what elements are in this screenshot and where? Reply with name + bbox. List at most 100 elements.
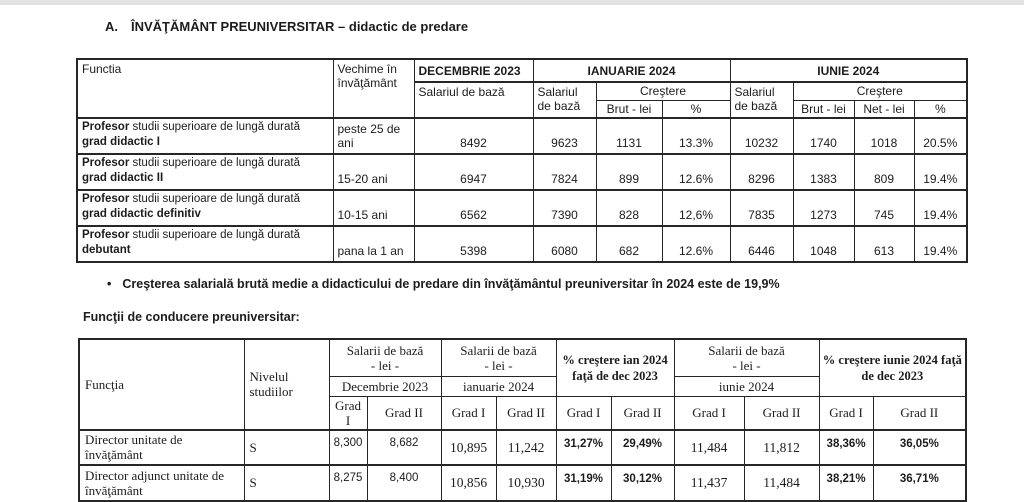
table-row: Profesor studii superioare de lungă dura… bbox=[76, 225, 968, 263]
t1-header-procent-ian: % bbox=[661, 99, 731, 119]
cell-dec-grad1: 8,300 bbox=[328, 428, 368, 465]
cell-vechime: pana la 1 an bbox=[332, 225, 415, 263]
t2-header-grad1-pct-ian: Grad I bbox=[555, 395, 612, 430]
cell-ian-procent: 13.3% bbox=[661, 117, 731, 155]
title-text: ÎNVĂŢĂMÂNT PREUNIVERSITAR – didactic de … bbox=[131, 19, 469, 34]
table-row: Profesor studii superioare de lungă dura… bbox=[76, 153, 968, 191]
cell-pct-ian-grad1: 31,19% bbox=[555, 463, 612, 501]
t2-header-grad2-iun: Grad II bbox=[743, 395, 820, 430]
t2-header-grad1-dec: Grad I bbox=[328, 395, 368, 430]
cell-ian-grad1: 10,895 bbox=[440, 428, 497, 465]
cell-ian-procent: 12,6% bbox=[661, 189, 731, 227]
table-didactic-de-predare: Functia Vechime în învăţământ DECEMBRIE … bbox=[76, 58, 969, 263]
table-row: Profesor studii superioare de lungă dura… bbox=[76, 117, 968, 155]
t2-header-salarii-ian: Salarii de bază - lei - bbox=[440, 338, 557, 377]
cell-functia: Director adjunct unitate de învăţământ bbox=[78, 463, 245, 501]
cell-iun-grad2: 11,812 bbox=[743, 428, 820, 465]
cell-pct-ian-grad1: 31,27% bbox=[555, 428, 612, 465]
cell-pct-iun-grad2: 36,05% bbox=[872, 428, 967, 465]
cell-iun-salariu: 6446 bbox=[729, 225, 794, 263]
cell-functia: Profesor studii superioare de lungă dura… bbox=[76, 225, 334, 263]
t2-header-salarii-dec: Salarii de bază - lei - bbox=[328, 338, 442, 377]
cell-dec-grad2: 8,682 bbox=[366, 428, 442, 465]
cell-iun-grad2: 11,484 bbox=[743, 463, 820, 501]
t2-header-grad1-iun: Grad I bbox=[673, 395, 745, 430]
bullet-text: Creşterea salarială brută medie a didact… bbox=[122, 277, 780, 291]
cell-dec-salariu: 6947 bbox=[413, 153, 534, 191]
bullet-note: • Creşterea salarială brută medie a didac… bbox=[107, 277, 780, 291]
t2-header-ianuarie: ianuarie 2024 bbox=[440, 375, 557, 397]
cell-iun-salariu: 10232 bbox=[729, 117, 794, 155]
cell-ian-salariu: 7390 bbox=[532, 189, 597, 227]
cell-pct-ian-grad2: 29,49% bbox=[610, 428, 675, 465]
title-list-marker: A. bbox=[105, 19, 118, 34]
cell-iun-net: 809 bbox=[853, 153, 915, 191]
t2-header-grad2-dec: Grad II bbox=[366, 395, 442, 430]
cell-ian-brut: 682 bbox=[595, 225, 663, 263]
table-functii-de-conducere: Funcţia Nivelul studiilor Salarii de baz… bbox=[78, 338, 968, 502]
t2-header-functia: Funcţia bbox=[78, 338, 245, 430]
t1-header-crestere-iun: Creştere bbox=[792, 81, 968, 101]
t1-header-vechime: Vechime în învăţământ bbox=[332, 58, 415, 119]
cell-iun-brut: 1740 bbox=[792, 117, 855, 155]
t1-header-net-lei-iun: Net - lei bbox=[853, 99, 915, 119]
cell-vechime: 10-15 ani bbox=[332, 189, 415, 227]
t2-header-grad2-ian: Grad II bbox=[495, 395, 557, 430]
cell-iun-brut: 1273 bbox=[792, 189, 855, 227]
cell-iun-net: 1018 bbox=[853, 117, 915, 155]
cell-ian-procent: 12.6% bbox=[661, 225, 731, 263]
cell-ian-grad2: 10,930 bbox=[495, 463, 557, 501]
cell-dec-grad1: 8,275 bbox=[328, 463, 368, 501]
t2-header-nivelul: Nivelul studiilor bbox=[243, 338, 330, 430]
cell-dec-salariu: 8492 bbox=[413, 117, 534, 155]
cell-ian-brut: 828 bbox=[595, 189, 663, 227]
cell-iun-procent: 19.4% bbox=[913, 189, 968, 227]
cell-ian-grad2: 11,242 bbox=[495, 428, 557, 465]
cell-pct-iun-grad2: 36,71% bbox=[872, 463, 967, 501]
cell-ian-procent: 12.6% bbox=[661, 153, 731, 191]
t2-header-grad2-pct-ian: Grad II bbox=[610, 395, 675, 430]
t2-header-iunie: iunie 2024 bbox=[673, 375, 820, 397]
t1-header-salariul-iun: Salariul de bază bbox=[729, 81, 794, 119]
t2-header-grad2-pct-iun: Grad II bbox=[872, 395, 967, 430]
t1-header-decembrie-2023: DECEMBRIE 2023 bbox=[413, 58, 534, 83]
t1-header-salariul-dec: Salariul de bază bbox=[413, 81, 534, 119]
cell-iun-grad1: 11,484 bbox=[673, 428, 745, 465]
t2-header-pct-ian: % creştere ian 2024 faţă de dec 2023 bbox=[555, 338, 675, 397]
cell-iun-net: 613 bbox=[853, 225, 915, 263]
bullet-icon: • bbox=[107, 277, 112, 291]
cell-ian-brut: 899 bbox=[595, 153, 663, 191]
t1-header-procent-iun: % bbox=[913, 99, 968, 119]
cell-ian-salariu: 6080 bbox=[532, 225, 597, 263]
t1-header-iunie-2024: IUNIE 2024 bbox=[729, 58, 968, 83]
cell-ian-grad1: 10,856 bbox=[440, 463, 497, 501]
scan-artifact-strip bbox=[0, 0, 1024, 5]
cell-iun-grad1: 11,437 bbox=[673, 463, 745, 501]
t2-header-pct-iunie: % creştere iunie 2024 faţă de dec 2023 bbox=[818, 338, 967, 397]
cell-vechime: 15-20 ani bbox=[332, 153, 415, 191]
t1-header-salariul-ian: Salariul de bază bbox=[532, 81, 597, 119]
t1-header-functia: Functia bbox=[76, 58, 334, 119]
t2-header-decembrie: Decembrie 2023 bbox=[328, 375, 442, 397]
cell-iun-procent: 20.5% bbox=[913, 117, 968, 155]
cell-nivel-studii: S bbox=[243, 463, 330, 501]
cell-dec-salariu: 5398 bbox=[413, 225, 534, 263]
cell-dec-salariu: 6562 bbox=[413, 189, 534, 227]
t1-header-crestere-ian: Creştere bbox=[595, 81, 731, 101]
cell-iun-salariu: 8296 bbox=[729, 153, 794, 191]
cell-pct-iun-grad1: 38,36% bbox=[818, 428, 874, 465]
cell-functia: Director unitate de învăţământ bbox=[78, 428, 245, 465]
table-row: Director unitate de învăţământ S 8,300 8… bbox=[78, 428, 967, 465]
cell-pct-ian-grad2: 30,12% bbox=[610, 463, 675, 501]
cell-iun-procent: 19.4% bbox=[913, 225, 968, 263]
cell-iun-procent: 19.4% bbox=[913, 153, 968, 191]
cell-functia: Profesor studii superioare de lungă dura… bbox=[76, 153, 334, 191]
cell-iun-brut: 1048 bbox=[792, 225, 855, 263]
cell-vechime: peste 25 de ani bbox=[332, 117, 415, 155]
cell-ian-salariu: 7824 bbox=[532, 153, 597, 191]
t1-header-ianuarie-2024: IANUARIE 2024 bbox=[532, 58, 731, 83]
t1-header-brut-lei-ian: Brut - lei bbox=[595, 99, 663, 119]
cell-iun-salariu: 7835 bbox=[729, 189, 794, 227]
cell-ian-salariu: 9623 bbox=[532, 117, 597, 155]
page-title: A. ÎNVĂŢĂMÂNT PREUNIVERSITAR – didactic d… bbox=[105, 19, 468, 34]
